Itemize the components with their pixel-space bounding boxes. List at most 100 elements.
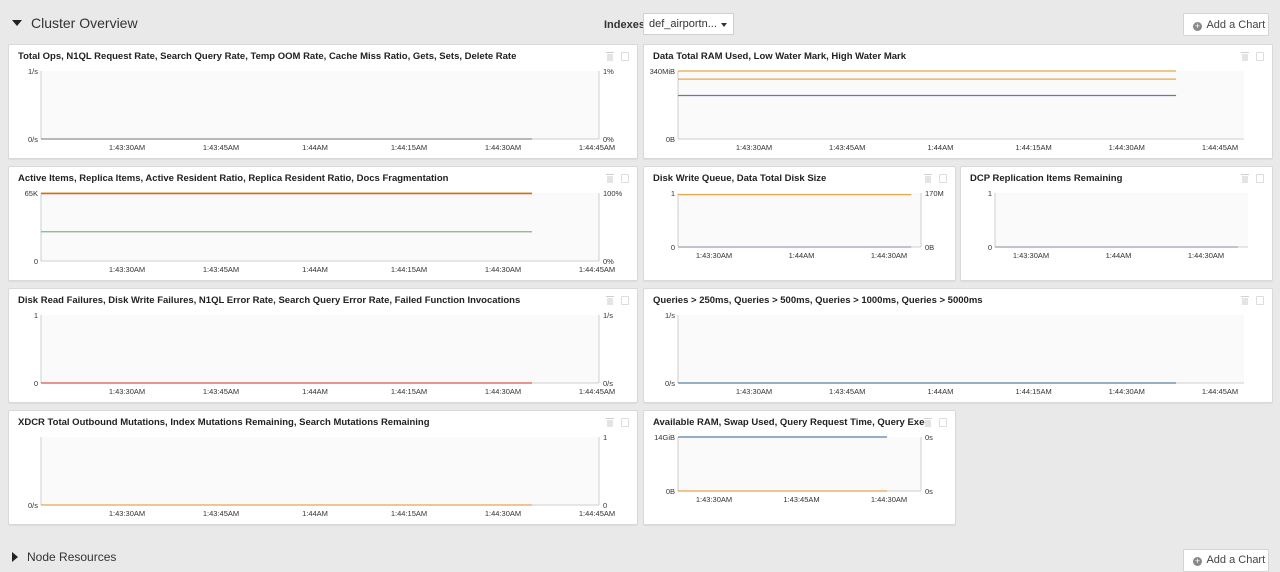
x-tick-label: 1:44:30AM [871, 495, 907, 504]
chart-plot: 0/s 1 0 1:43:30AM 1:43:45AM 1:44AM 1:44:15AM 1:… [28, 433, 615, 518]
y-tick-left: 14GiB [654, 433, 675, 442]
edit-icon[interactable] [621, 418, 629, 427]
x-tick-label: 1:44AM [1106, 251, 1132, 260]
y-tick-right: 170M [925, 189, 944, 198]
plot-area [41, 193, 599, 261]
x-tick-label: 1:44AM [789, 251, 815, 260]
x-tick-label: 1:43:45AM [203, 509, 239, 518]
chart-plot: 1 0 1:43:30AM 1:44AM 1:44:30AM [988, 189, 1248, 260]
chart-plot: 14GiB 0B 0s 0s 1:43:30AM 1:43:45AM 1:44:30AM [654, 433, 933, 504]
x-tick-label: 1:44:15AM [1015, 143, 1051, 152]
plot-area [678, 71, 1244, 139]
y-tick-left: 0/s [28, 135, 38, 144]
x-tick-label: 1:44:45AM [579, 143, 615, 152]
y-tick-right: 1/s [603, 311, 613, 320]
chart-card: Queries > 250ms, Queries > 500ms, Querie… [643, 288, 1273, 403]
y-tick-left: 0B [666, 135, 675, 144]
trash-icon[interactable] [1241, 52, 1249, 61]
chart-card: Disk Read Failures, Disk Write Failures,… [8, 288, 638, 403]
x-tick-label: 1:44:30AM [871, 251, 907, 260]
add-chart-button-node-resources[interactable]: + Add a Chart [1183, 549, 1269, 572]
y-tick-left: 0 [34, 379, 38, 388]
chart-actions [606, 52, 629, 61]
y-tick-left: 0B [666, 487, 675, 496]
plot-area [995, 193, 1248, 247]
caret-right-icon [12, 552, 18, 562]
chart-title: DCP Replication Items Remaining [970, 173, 1123, 184]
trash-icon[interactable] [606, 52, 614, 61]
chart-plot: 65K 0 100% 0% 1:43:30AM 1:43:45AM 1:44AM 1:44:1… [25, 189, 623, 274]
chart-plot: 340MiB 0B 1:43:30AM 1:43:45AM 1:44AM 1:44:15A… [650, 67, 1244, 152]
trash-icon[interactable] [1241, 296, 1249, 305]
chart-card: Active Items, Replica Items, Active Resi… [8, 166, 638, 281]
edit-icon[interactable] [1256, 52, 1264, 61]
y-tick-left: 65K [25, 189, 38, 198]
x-tick-label: 1:44AM [302, 265, 328, 274]
chart-actions [1241, 296, 1264, 305]
edit-icon[interactable] [621, 174, 629, 183]
x-tick-label: 1:44:45AM [579, 509, 615, 518]
cluster-overview-toggle[interactable]: Cluster Overview [12, 15, 138, 31]
node-resources-toggle[interactable]: Node Resources [12, 550, 116, 564]
x-tick-label: 1:44:15AM [1015, 387, 1051, 396]
y-tick-right: 1% [603, 67, 614, 76]
y-tick-left: 1 [671, 189, 675, 198]
x-tick-label: 1:44:45AM [1202, 143, 1238, 152]
x-tick-label: 1:44:30AM [485, 387, 521, 396]
caret-down-icon [12, 20, 22, 26]
chart-card: Data Total RAM Used, Low Water Mark, Hig… [643, 44, 1273, 159]
indexes-label: Indexes [604, 19, 645, 31]
x-tick-label: 1:44:30AM [1188, 251, 1224, 260]
indexes-select[interactable]: def_airportn... [643, 13, 734, 35]
x-tick-label: 1:43:45AM [203, 265, 239, 274]
y-tick-right: 0% [603, 257, 614, 266]
chart-title: XDCR Total Outbound Mutations, Index Mut… [18, 417, 430, 428]
trash-icon[interactable] [606, 174, 614, 183]
dropdown-arrow-icon [721, 23, 727, 27]
section-title: Cluster Overview [31, 15, 138, 31]
y-tick-right: 0s [925, 433, 933, 442]
x-tick-label: 1:43:45AM [783, 495, 819, 504]
add-chart-label: Add a Chart [1206, 554, 1266, 566]
y-tick-left: 0/s [665, 379, 675, 388]
add-chart-button[interactable]: + Add a Chart [1183, 13, 1269, 36]
trash-icon[interactable] [924, 174, 932, 183]
chart-actions [606, 418, 629, 427]
trash-icon[interactable] [606, 296, 614, 305]
edit-icon[interactable] [621, 296, 629, 305]
edit-icon[interactable] [1256, 174, 1264, 183]
y-tick-left: 0 [988, 243, 992, 252]
chart-card: DCP Replication Items Remaining 1 0 1:43:30… [960, 166, 1273, 281]
trash-icon[interactable] [606, 418, 614, 427]
x-tick-label: 1:43:30AM [696, 495, 732, 504]
add-chart-label: Add a Chart [1206, 19, 1266, 31]
y-tick-left: 1 [34, 311, 38, 320]
trash-icon[interactable] [924, 418, 932, 427]
y-tick-left: 1/s [665, 311, 675, 320]
x-tick-label: 1:44:15AM [391, 387, 427, 396]
x-tick-label: 1:44AM [927, 387, 953, 396]
chart-title: Available RAM, Swap Used, Query Request … [653, 417, 926, 428]
chart-plot: 1/s 0/s 1:43:30AM 1:43:45AM 1:44AM 1:44:15AM 1… [665, 311, 1244, 396]
x-tick-label: 1:44AM [302, 143, 328, 152]
chart-plot: 1/s 0/s 1% 0% 1:43:30AM 1:43:45AM 1:44AM 1:44:1… [28, 67, 615, 152]
y-tick-right: 1 [603, 433, 607, 442]
chart-actions [606, 296, 629, 305]
chart-card: Total Ops, N1QL Request Rate, Search Que… [8, 44, 638, 159]
chart-title: Data Total RAM Used, Low Water Mark, Hig… [653, 51, 907, 62]
chart-title: Queries > 250ms, Queries > 500ms, Querie… [653, 295, 983, 306]
edit-icon[interactable] [939, 418, 947, 427]
y-tick-left: 1 [988, 189, 992, 198]
plus-circle-icon: + [1193, 21, 1202, 31]
x-tick-label: 1:43:30AM [1013, 251, 1049, 260]
edit-icon[interactable] [939, 174, 947, 183]
edit-icon[interactable] [1256, 296, 1264, 305]
x-tick-label: 1:44:45AM [1202, 387, 1238, 396]
chart-actions [1241, 174, 1264, 183]
plot-area [678, 437, 921, 491]
chart-card: Available RAM, Swap Used, Query Request … [643, 410, 956, 525]
trash-icon[interactable] [1241, 174, 1249, 183]
x-tick-label: 1:44AM [302, 509, 328, 518]
edit-icon[interactable] [621, 52, 629, 61]
x-tick-label: 1:44:45AM [579, 387, 615, 396]
